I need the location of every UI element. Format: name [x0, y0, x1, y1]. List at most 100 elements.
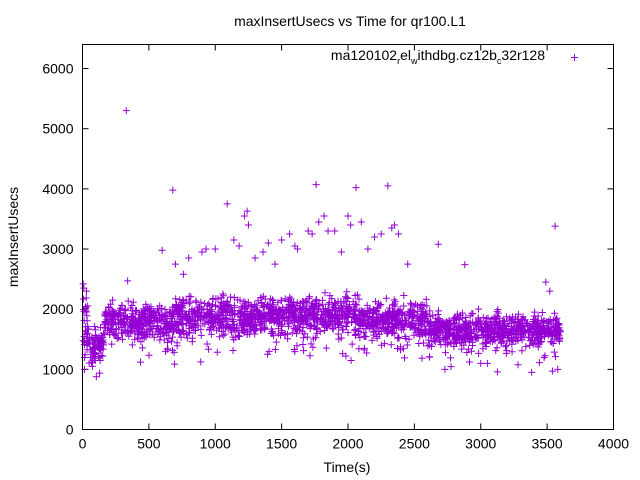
- data-point-1300: [352, 316, 360, 324]
- data-point-1347: [325, 311, 333, 319]
- data-point-2291: [430, 334, 438, 342]
- data-point-2436: [331, 227, 339, 235]
- data-point-713: [197, 358, 205, 366]
- data-point-1945: [551, 309, 559, 317]
- data-point-855: [234, 331, 242, 339]
- data-point-2228: [508, 348, 516, 356]
- data-point-1301: [252, 314, 260, 322]
- data-point-2327: [482, 334, 490, 342]
- data-point-2341: [427, 327, 435, 335]
- data-point-461: [136, 324, 144, 332]
- data-point-1108: [349, 298, 357, 306]
- data-point-1908: [535, 359, 543, 367]
- data-point-190: [138, 344, 146, 352]
- data-point-1278: [341, 293, 349, 301]
- data-point-641: [177, 315, 185, 323]
- data-point-617: [205, 300, 213, 308]
- data-point-2430: [304, 227, 312, 235]
- data-point-2405: [88, 362, 96, 370]
- data-point-535: [192, 297, 200, 305]
- data-point-857: [172, 318, 180, 326]
- data-point-844: [192, 323, 200, 331]
- data-point-1050: [293, 342, 301, 350]
- data-point-1506: [415, 340, 423, 348]
- data-point-466: [143, 325, 151, 333]
- data-point-2451: [441, 365, 449, 373]
- data-point-2257: [529, 340, 537, 348]
- data-point-1372: [329, 324, 337, 332]
- data-point-1714: [414, 315, 422, 323]
- data-point-1689: [369, 306, 377, 314]
- data-point-105: [91, 350, 99, 358]
- data-point-702: [223, 298, 231, 306]
- data-point-1330: [311, 312, 319, 320]
- data-point-2453: [477, 359, 485, 367]
- data-point-1211: [289, 318, 297, 326]
- data-point-853: [240, 298, 248, 306]
- data-point-2440: [352, 184, 360, 192]
- data-point-958: [348, 340, 356, 348]
- data-point-1279: [294, 326, 302, 334]
- data-point-2386: [550, 348, 558, 356]
- data-point-463: [145, 305, 153, 313]
- data-point-854: [230, 302, 238, 310]
- data-point-403: [118, 324, 126, 332]
- data-point-1573: [422, 295, 430, 303]
- data-point-64: [96, 356, 104, 364]
- data-point-319: [165, 335, 173, 343]
- data-point-1659: [369, 328, 377, 336]
- data-point-1681: [407, 306, 415, 314]
- data-point-1325: [313, 319, 321, 327]
- data-point-2427: [286, 230, 294, 238]
- data-point-2435: [324, 227, 332, 235]
- data-point-1033: [322, 344, 330, 352]
- data-point-1524: [363, 349, 371, 357]
- data-point-2353: [453, 332, 461, 340]
- data-point-1376: [326, 318, 334, 326]
- data-point-389: [150, 333, 158, 341]
- data-point-454: [111, 311, 119, 319]
- data-point-2099: [475, 349, 483, 357]
- data-point-1167: [337, 334, 345, 342]
- data-point-1020: [350, 326, 358, 334]
- data-point-1685: [418, 329, 426, 337]
- data-point-852: [186, 316, 194, 324]
- data-point-1694: [367, 321, 375, 329]
- data-point-401: [142, 300, 150, 308]
- data-point-629: [211, 301, 219, 309]
- data-point-1853: [493, 344, 501, 352]
- data-point-1369: [328, 295, 336, 303]
- data-point-2394: [509, 327, 517, 335]
- data-point-2395: [469, 318, 477, 326]
- legend-part-3: el: [400, 47, 411, 63]
- data-point-1717: [420, 301, 428, 309]
- data-point-667: [185, 328, 193, 336]
- data-point-2425: [271, 260, 279, 268]
- data-point-1555: [393, 345, 401, 353]
- legend-part-6: c: [497, 56, 502, 66]
- data-point-859: [176, 318, 184, 326]
- data-point-794: [172, 295, 180, 303]
- legend-part-1: ma120102: [331, 47, 397, 63]
- data-point-2048: [478, 331, 486, 339]
- data-point-2140: [492, 347, 500, 355]
- data-point-2380: [532, 323, 540, 331]
- data-point-1130: [261, 325, 269, 333]
- data-point-1933: [526, 341, 534, 349]
- data-point-796: [216, 333, 224, 341]
- data-point-2437: [337, 248, 345, 256]
- data-point-2378: [457, 311, 465, 319]
- data-point-1558: [395, 334, 403, 342]
- data-point-1374: [255, 315, 263, 323]
- y-axis-label: maxInsertUsecs: [5, 187, 21, 287]
- data-point-872: [316, 328, 324, 336]
- data-point-839: [204, 317, 212, 325]
- data-point-2203: [541, 352, 549, 360]
- data-point-2426: [278, 236, 286, 244]
- data-point-864: [182, 320, 190, 328]
- data-point-1425: [405, 335, 413, 343]
- data-point-672: [173, 342, 181, 350]
- data-point-2110: [482, 315, 490, 323]
- data-point-1178: [306, 293, 314, 301]
- data-point-1353: [299, 315, 307, 323]
